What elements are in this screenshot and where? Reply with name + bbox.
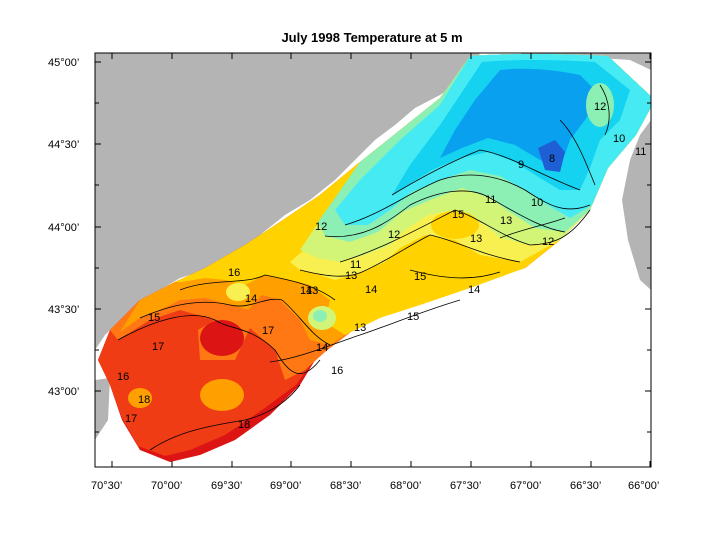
lon-label: 70°30’ [91,480,122,492]
contour-label: 14 [365,284,377,296]
contour-label: 13 [500,215,512,227]
cool-spot-12 [313,310,327,322]
contour-label: 10 [613,133,625,145]
contour-label: 15 [407,311,419,323]
band-t9 [440,68,600,168]
contour-label: 13 [306,285,318,297]
land-mainland [95,53,480,350]
lon-label: 69°30’ [211,480,242,492]
contour-label: 18 [238,419,250,431]
map-frame-border [94,52,652,468]
contour-label: 16 [117,371,129,383]
warm-spot-12-ne [586,83,614,127]
contour-label: 13 [470,233,482,245]
warm-spot-16-east [200,379,244,411]
contour-label: 11 [350,259,361,271]
contour-label: 13 [354,322,366,334]
lon-label: 69°00’ [270,480,301,492]
contour-lines [117,84,610,451]
contour-label: 10 [531,197,543,209]
land-southwest [95,378,110,440]
lat-label: 44°00’ [48,222,79,234]
contour-label: 14 [468,284,480,296]
contour-label: 11 [635,146,646,158]
contour-label: 12 [388,229,400,241]
lat-label: 44°30’ [48,139,79,151]
cool-spot-14 [226,283,250,301]
contour-label: 16 [228,267,240,279]
contour-label: 18 [138,394,150,406]
lon-label: 68°00’ [390,480,421,492]
temperature-field [98,54,651,462]
contour-label: 16 [331,365,343,377]
contour-label: 12 [594,101,606,113]
contour-label: 9 [518,159,524,171]
warm-spot-18 [200,320,244,356]
lon-label: 66°30’ [570,480,601,492]
warm-spot-15-center [448,258,476,278]
lat-label: 43°00’ [48,386,79,398]
lon-label: 67°00’ [510,480,541,492]
latitude-axis [95,61,651,433]
contour-label: 11 [485,194,496,206]
contour-label-group: 8 9 10 10 11 11 11 12 12 12 12 13 13 13 … [117,101,646,431]
contour-label: 14 [300,285,312,297]
contour-label: 17 [152,341,164,353]
land-nova-scotia [622,120,651,290]
warm-spot-15-north [431,211,479,239]
contour-label: 15 [452,209,464,221]
contour-label: 14 [245,293,257,305]
longitude-axis [111,53,651,467]
warm-spot-16-west [128,388,152,408]
lon-label: 68°30’ [330,480,361,492]
contour-label: 17 [125,413,137,425]
band-t8 [538,140,565,172]
lon-label: 67°30’ [450,480,481,492]
contour-label: 15 [148,312,160,324]
lat-label: 43°30’ [48,304,79,316]
contour-label: 14 [316,342,328,354]
contour-label: 15 [414,271,426,283]
lon-label: 70°00’ [151,480,182,492]
contour-label: 17 [262,325,274,337]
map-title: July 1998 Temperature at 5 m [281,30,463,45]
lon-label: 66°00’ [628,480,659,492]
contour-label: 8 [549,153,555,165]
lat-label: 45°00’ [48,57,79,69]
contour-label: 12 [315,221,327,233]
contour-label: 12 [542,236,554,248]
contour-label: 13 [345,270,357,282]
